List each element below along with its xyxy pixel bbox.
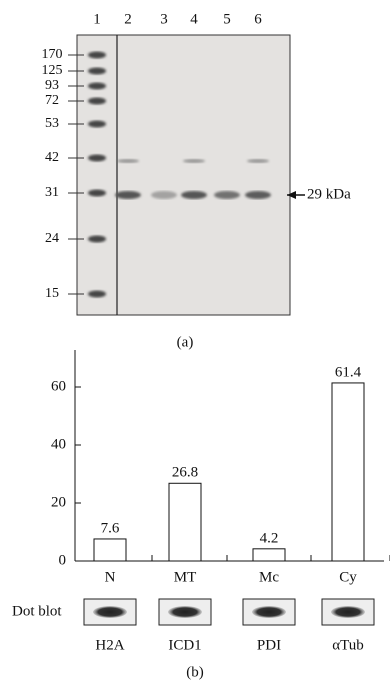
marker-band — [88, 236, 106, 243]
x-tick-label: N — [105, 569, 116, 585]
y-tick-label: 20 — [51, 494, 66, 510]
protein-band — [214, 191, 240, 199]
panel-label: (b) — [186, 664, 204, 680]
x-tick-label: Cy — [339, 569, 357, 585]
value-label: 61.4 — [335, 364, 362, 380]
dot-blot-label: Dot blot — [12, 603, 62, 619]
x-tick-label: Mc — [259, 569, 279, 585]
marker-label: 125 — [42, 63, 63, 78]
panel-label: (a) — [177, 334, 194, 350]
marker-label: 72 — [45, 93, 59, 108]
protein-label: ICD1 — [168, 637, 201, 653]
protein-band — [245, 191, 271, 199]
lane-label: 2 — [124, 11, 132, 27]
marker-label: 24 — [45, 231, 59, 246]
protein-band — [151, 191, 177, 199]
marker-band — [88, 121, 106, 128]
lane-label: 3 — [160, 11, 168, 27]
faint-band — [183, 159, 205, 163]
marker-band — [88, 155, 106, 162]
protein-label: αTub — [332, 637, 364, 653]
marker-label: 93 — [45, 78, 59, 93]
marker-band — [88, 83, 106, 90]
faint-band — [247, 159, 269, 163]
lane-label: 5 — [223, 11, 231, 27]
bar — [332, 383, 364, 561]
marker-band — [88, 68, 106, 75]
marker-label: 15 — [45, 286, 59, 301]
dot — [168, 606, 202, 618]
marker-label: 53 — [45, 116, 59, 131]
marker-label: 31 — [45, 185, 59, 200]
faint-band — [117, 159, 139, 163]
lane-label: 1 — [93, 11, 101, 27]
value-label: 4.2 — [260, 530, 279, 546]
marker-band — [88, 291, 106, 298]
marker-band — [88, 98, 106, 105]
figure: 29 kDa (a) Dot blot (b) 1 2 3 4 5 6 1701259372… — [0, 0, 390, 687]
bar — [169, 483, 201, 561]
band-label: 29 kDa — [307, 186, 351, 202]
value-label: 7.6 — [101, 520, 120, 536]
gel — [77, 35, 290, 315]
protein-band — [181, 191, 207, 199]
protein-band — [115, 191, 141, 199]
marker-label: 42 — [45, 150, 59, 165]
y-tick-label: 0 — [59, 552, 67, 568]
bar — [94, 539, 126, 561]
x-tick-label: MT — [174, 569, 197, 585]
value-label: 26.8 — [172, 465, 198, 481]
y-tick-label: 60 — [51, 378, 66, 394]
protein-label: H2A — [95, 637, 124, 653]
dot — [93, 606, 127, 618]
marker-band — [88, 190, 106, 197]
dot — [252, 606, 286, 618]
bar — [253, 549, 285, 561]
dot — [331, 606, 365, 618]
protein-label: PDI — [257, 637, 281, 653]
marker-band — [88, 52, 106, 59]
marker-label: 170 — [42, 47, 63, 62]
lane-label: 6 — [254, 11, 262, 27]
y-tick-label: 40 — [51, 436, 66, 452]
lane-label: 4 — [190, 11, 198, 27]
